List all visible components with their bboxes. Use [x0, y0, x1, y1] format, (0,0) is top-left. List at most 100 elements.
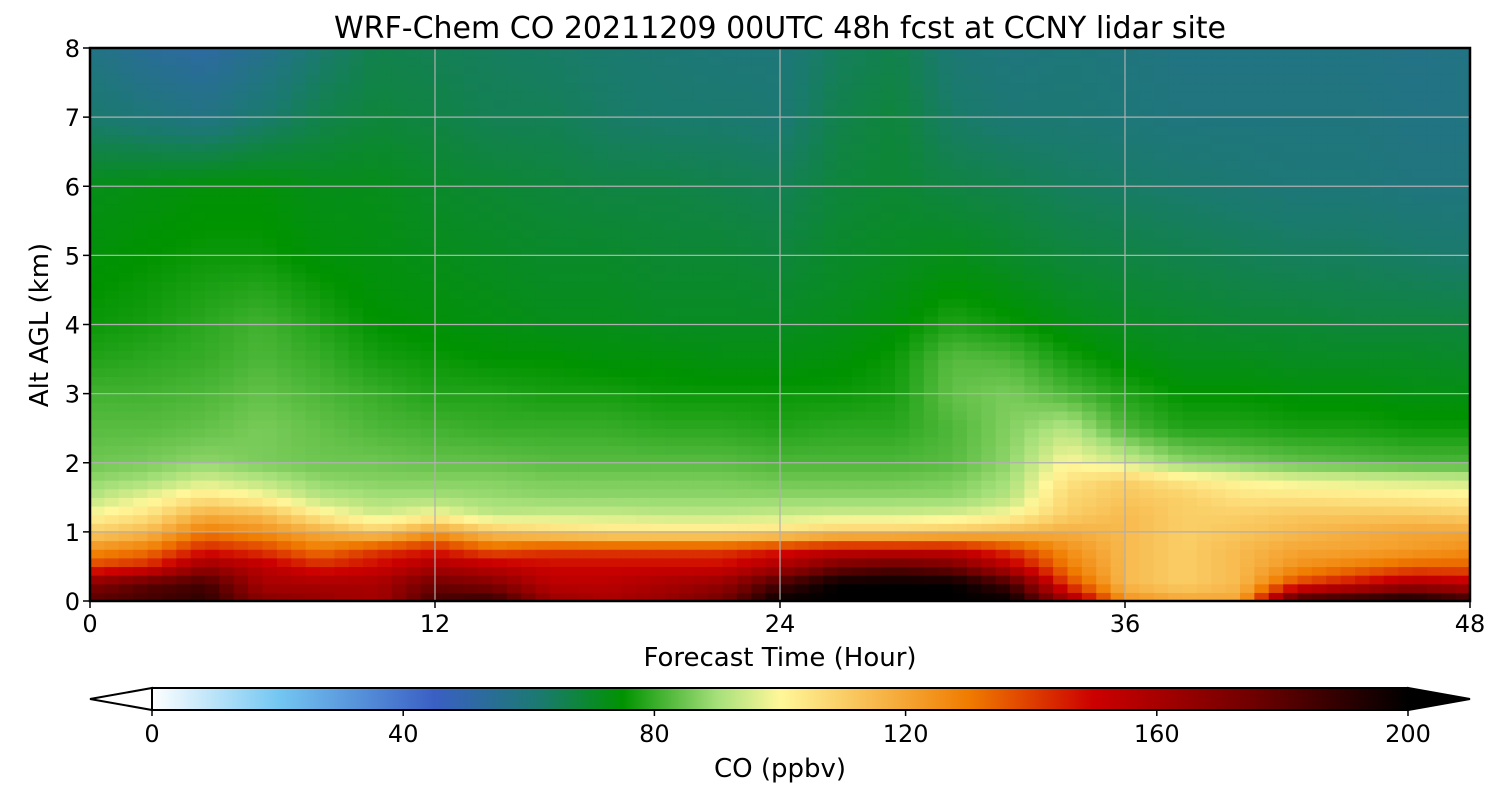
heatmap-cell: [1240, 203, 1255, 213]
heatmap-cell: [1125, 272, 1140, 282]
heatmap-cell: [1254, 540, 1270, 550]
heatmap-cell: [851, 523, 867, 533]
heatmap-cell: [1125, 367, 1140, 377]
heatmap-cell: [1369, 384, 1385, 395]
heatmap-cell: [305, 272, 321, 282]
heatmap-cell: [564, 428, 580, 438]
heatmap-cell: [1139, 264, 1155, 274]
heatmap-cell: [1182, 315, 1198, 326]
heatmap-cell: [880, 471, 896, 481]
heatmap-cell: [1441, 272, 1457, 282]
heatmap-cell: [506, 505, 522, 516]
heatmap-cell: [1441, 549, 1457, 559]
heatmap-cell: [161, 160, 177, 170]
heatmap-cell: [478, 186, 494, 196]
heatmap-cell: [708, 151, 724, 161]
heatmap-cell: [104, 220, 120, 231]
heatmap-cell: [1340, 186, 1356, 196]
heatmap-cell: [521, 566, 537, 576]
heatmap-cell: [981, 428, 997, 438]
heatmap-cell: [118, 229, 134, 239]
heatmap-cell: [449, 255, 465, 265]
heatmap-cell: [1455, 575, 1471, 585]
heatmap-cell: [665, 229, 680, 239]
heatmap-cell: [909, 566, 925, 576]
heatmap-cell: [1297, 341, 1313, 352]
heatmap-cell: [406, 264, 422, 274]
heatmap-cell: [276, 454, 292, 464]
heatmap-cell: [808, 203, 824, 213]
heatmap-cell: [679, 419, 695, 429]
heatmap-cell: [621, 462, 637, 472]
heatmap-cell: [621, 480, 637, 490]
heatmap-cell: [636, 419, 652, 429]
heatmap-cell: [1369, 575, 1385, 585]
heatmap-cell: [506, 384, 522, 395]
heatmap-cell: [1053, 315, 1069, 326]
heatmap-cell: [1038, 255, 1054, 265]
heatmap-cell: [866, 203, 882, 213]
heatmap-cell: [190, 454, 206, 464]
heatmap-cell: [1326, 255, 1342, 265]
heatmap-cell: [981, 246, 997, 256]
heatmap-cell: [506, 549, 522, 559]
heatmap-cell: [1369, 333, 1385, 343]
heatmap-cell: [334, 480, 350, 490]
heatmap-cell: [938, 419, 954, 429]
heatmap-cell: [391, 177, 407, 187]
heatmap-cell: [449, 419, 465, 429]
heatmap-cell: [1125, 315, 1140, 326]
heatmap-cell: [1383, 384, 1399, 395]
heatmap-cell: [751, 514, 767, 524]
heatmap-cell: [1455, 238, 1471, 248]
heatmap-cell: [621, 194, 637, 205]
heatmap-cell: [219, 350, 235, 360]
heatmap-cell: [1038, 177, 1054, 187]
heatmap-cell: [377, 194, 393, 205]
heatmap-cell: [420, 531, 436, 542]
heatmap-cell: [1010, 238, 1025, 248]
heatmap-cell: [147, 445, 163, 455]
heatmap-cell: [176, 419, 192, 429]
heatmap-cell: [995, 220, 1011, 231]
heatmap-cell: [219, 471, 235, 481]
heatmap-cell: [981, 289, 997, 300]
heatmap-cell: [550, 194, 565, 205]
heatmap-cell: [449, 428, 465, 438]
heatmap-cell: [880, 557, 896, 568]
heatmap-cell: [334, 229, 350, 239]
heatmap-cell: [391, 151, 407, 161]
heatmap-cell: [1024, 393, 1040, 403]
heatmap-cell: [952, 402, 968, 412]
heatmap-cell: [1268, 177, 1284, 187]
heatmap-cell: [1326, 419, 1342, 429]
heatmap-cell: [837, 289, 853, 300]
heatmap-cell: [1326, 376, 1342, 386]
heatmap-cell: [133, 531, 149, 542]
heatmap-cell: [794, 359, 810, 369]
heatmap-cell: [578, 540, 594, 550]
heatmap-cell: [305, 203, 321, 213]
heatmap-cell: [176, 402, 192, 412]
heatmap-cell: [1254, 255, 1270, 265]
heatmap-cell: [406, 557, 422, 568]
heatmap-cell: [995, 583, 1011, 593]
heatmap-cell: [219, 238, 235, 248]
heatmap-cell: [118, 402, 134, 412]
heatmap-cell: [449, 229, 465, 239]
heatmap-cell: [1297, 229, 1313, 239]
heatmap-cell: [808, 505, 824, 516]
heatmap-cell: [1024, 384, 1040, 395]
heatmap-cell: [995, 454, 1011, 464]
heatmap-cell: [1340, 367, 1356, 377]
heatmap-cell: [1455, 419, 1471, 429]
heatmap-cell: [665, 410, 680, 421]
heatmap-cell: [320, 229, 335, 239]
heatmap-cell: [607, 186, 623, 196]
heatmap-cell: [1010, 350, 1025, 360]
heatmap-cell: [794, 462, 810, 472]
heatmap-cell: [1110, 505, 1126, 516]
heatmap-cell: [262, 575, 278, 585]
heatmap-cell: [780, 480, 795, 490]
heatmap-cell: [621, 298, 637, 308]
